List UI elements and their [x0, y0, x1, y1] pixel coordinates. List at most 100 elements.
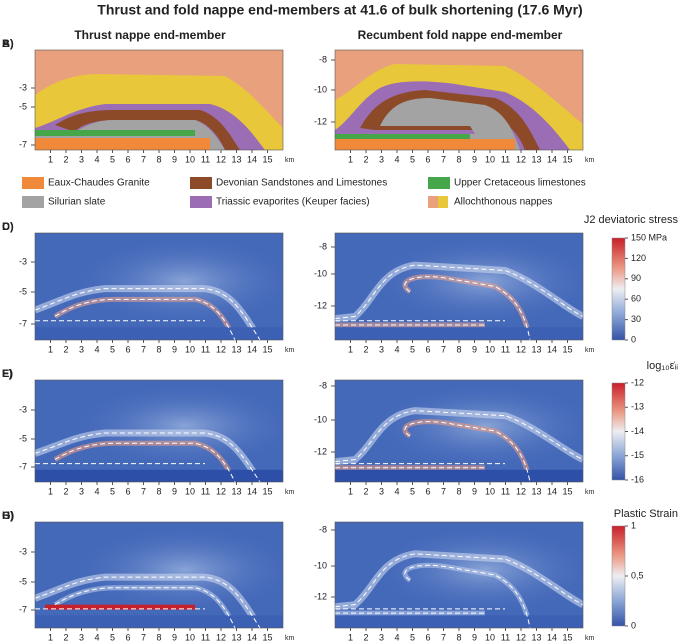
x-tick-label: 4: [94, 154, 99, 164]
colorbar-tick-label: -14: [631, 426, 644, 436]
x-tick-label: 6: [425, 486, 430, 496]
panel-image: [335, 50, 583, 150]
x-tick-label: 4: [94, 486, 99, 496]
legend-label: Upper Cretaceous limestones: [454, 178, 586, 189]
x-tick-label: 13: [231, 632, 241, 642]
legend-swatch: [438, 196, 448, 208]
panel-label: C): [2, 221, 14, 233]
x-tick-label: 4: [94, 632, 99, 642]
field-glow: [75, 527, 283, 613]
field-glow: [75, 238, 283, 324]
y-tick-label: -8: [319, 241, 327, 251]
x-tick-label: 5: [110, 486, 115, 496]
x-tick-label: 9: [172, 344, 177, 354]
y-tick-label: -10: [314, 560, 327, 570]
field-glow: [375, 527, 583, 613]
x-tick-label: 12: [516, 154, 526, 164]
x-tick-label: 14: [247, 154, 257, 164]
x-tick-label: 9: [172, 154, 177, 164]
column-title: Recumbent fold nappe end-member: [358, 28, 563, 42]
strain-zone: [45, 604, 195, 610]
x-tick-label: 9: [172, 486, 177, 496]
x-tick-label: 8: [156, 632, 161, 642]
x-tick-label: 10: [185, 344, 195, 354]
x-tick-label: 14: [547, 344, 557, 354]
colorbar-tick-label: 0: [631, 620, 636, 630]
x-tick-label: 1: [48, 486, 53, 496]
x-unit: km: [585, 489, 595, 496]
x-tick-label: 7: [441, 632, 446, 642]
x-tick-label: 5: [410, 344, 415, 354]
cretaceous: [35, 130, 195, 136]
panel: -8-10-121 2 3 4 5 6 7 8 9 10 11 12 13 14 15 km: [314, 379, 595, 496]
panel-image: [335, 380, 583, 482]
x-tick-label: 9: [472, 344, 477, 354]
field-glow: [375, 238, 583, 324]
y-tick-label: -3: [19, 404, 27, 414]
x-tick-label: 3: [379, 154, 384, 164]
x-tick-label: 15: [562, 344, 572, 354]
x-tick-label: 12: [216, 344, 226, 354]
x-unit: km: [285, 157, 295, 164]
x-tick-label: 10: [185, 154, 195, 164]
x-tick-label: 14: [247, 486, 257, 496]
x-tick-label: 12: [216, 154, 226, 164]
boundary: [54, 298, 236, 340]
x-tick-label: 15: [262, 486, 272, 496]
x-tick-label: 4: [94, 344, 99, 354]
panel-image: [335, 522, 583, 628]
x-tick-label: 5: [410, 486, 415, 496]
legend-swatch: [22, 196, 44, 208]
colorbar-title: J2 deviatoric stress: [584, 214, 679, 226]
x-tick-label: 7: [441, 154, 446, 164]
legend-label: Triassic evaporites (Keuper facies): [216, 197, 370, 208]
x-tick-label: 11: [501, 486, 510, 496]
x-tick-label: 12: [516, 344, 526, 354]
colorbar-tick-label: 0: [631, 334, 636, 344]
x-tick-label: 7: [141, 486, 146, 496]
panel-label: G): [2, 510, 15, 522]
column-title: Thrust nappe end-member: [74, 28, 226, 42]
y-tick-label: -5: [19, 433, 27, 443]
y-tick-label: -7: [19, 604, 27, 614]
x-tick-label: 11: [501, 632, 510, 642]
x-tick-label: 7: [441, 344, 446, 354]
panel: -3-5-71 2 3 4 5 6 7 8 9 10 11 12 13 14 15 km: [19, 232, 295, 354]
x-tick-label: 7: [141, 344, 146, 354]
panel: -3-5-71 2 3 4 5 6 7 8 9 10 11 12 13 14 15 km: [19, 49, 295, 164]
panel-image: [35, 50, 283, 150]
x-tick-label: 13: [531, 344, 541, 354]
x-tick-label: 6: [125, 486, 130, 496]
x-tick-label: 5: [110, 632, 115, 642]
cretaceous: [335, 134, 470, 139]
x-tick-label: 11: [201, 344, 210, 354]
x-tick-label: 4: [394, 632, 399, 642]
colorbar-tick-label: -12: [631, 377, 644, 387]
boundary: [35, 432, 261, 482]
x-unit: km: [285, 489, 295, 496]
x-unit: km: [585, 157, 595, 164]
x-tick-label: 15: [262, 154, 272, 164]
field-base: [335, 469, 583, 482]
panel: -8-10-121 2 3 4 5 6 7 8 9 10 11 12 13 14 15 km: [314, 232, 595, 354]
colorbar-tick-label: 0,5: [631, 570, 644, 580]
panel-label: D): [2, 221, 14, 233]
colorbar-tick-label: 1: [631, 520, 636, 530]
granite: [35, 138, 210, 150]
boundary: [54, 442, 236, 482]
x-tick-label: 11: [501, 344, 510, 354]
y-tick-label: -12: [314, 446, 327, 456]
x-tick-label: 11: [201, 486, 210, 496]
x-tick-label: 15: [562, 154, 572, 164]
x-tick-label: 1: [348, 154, 353, 164]
panel: -8-10-121 2 3 4 5 6 7 8 9 10 11 12 13 14 15 km: [314, 521, 595, 642]
x-tick-label: 6: [425, 632, 430, 642]
legend-label: Silurian slate: [48, 197, 106, 208]
x-tick-label: 8: [456, 486, 461, 496]
y-tick-label: -7: [19, 139, 27, 149]
x-tick-label: 3: [79, 486, 84, 496]
x-tick-label: 4: [394, 344, 399, 354]
field-base: [35, 615, 283, 628]
x-tick-label: 13: [231, 154, 241, 164]
